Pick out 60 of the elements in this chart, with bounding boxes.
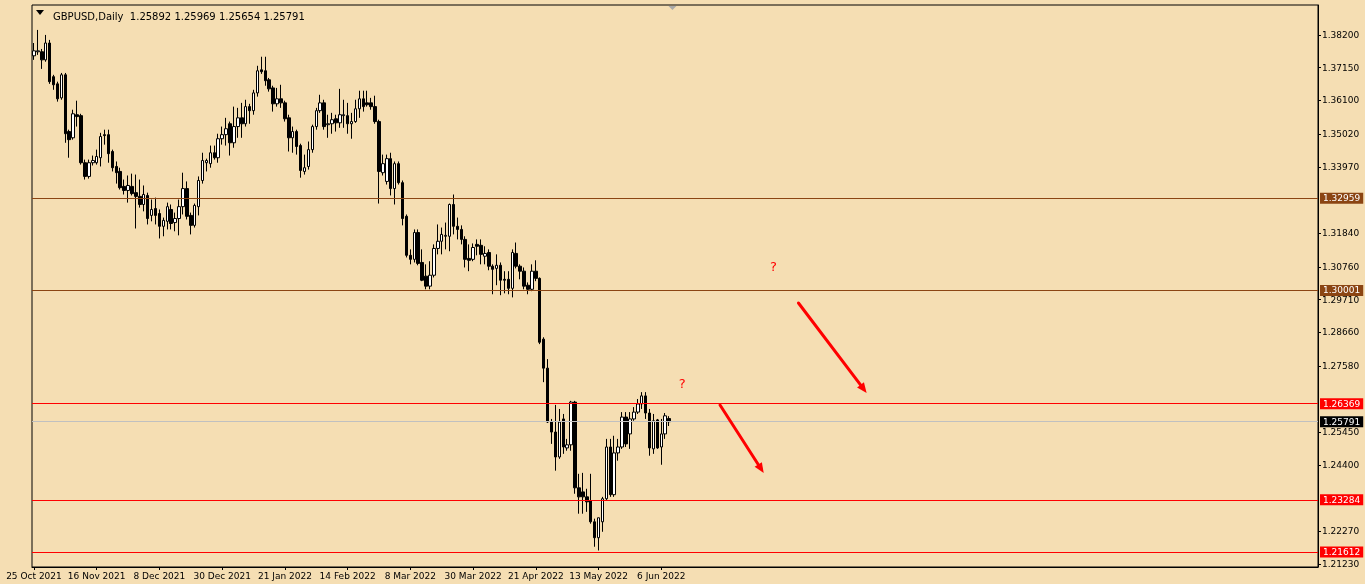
ref-line-label: 1.23284 [1323,494,1361,505]
candlestick [440,227,443,255]
text: GBPUSD,Daily 1.25892 1.25969 1.25654 1.25791 [53,10,305,22]
candlestick [413,228,416,263]
candlestick [99,132,102,167]
x-tick-label: 30 Dec 2021 [193,570,251,581]
candlestick [338,88,342,129]
y-tick-label: 1.30760 [1322,261,1360,272]
x-tick-label: 30 Mar 2022 [444,570,502,581]
candlestick [275,87,279,108]
x-tick-label: 14 Feb 2022 [319,570,376,581]
y-tick-label: 1.37150 [1322,62,1360,73]
candlestick [652,413,655,455]
candlestick [554,404,557,472]
y-tick-label: 1.25450 [1322,427,1360,438]
y-tick-label: 1.28660 [1322,327,1360,338]
candlestick [562,413,565,455]
x-tick-label: 8 Mar 2022 [384,570,437,581]
candlestick [126,175,130,204]
x-tick-label: 16 Nov 2021 [67,570,126,581]
candlestick [87,159,91,180]
x-tick-label: 8 Dec 2021 [133,570,186,581]
y-tick-label: 1.21230 [1322,558,1360,569]
x-tick-label: 21 Apr 2022 [507,570,564,581]
candlestick [209,145,212,169]
x-tick-label: 21 Jan 2022 [257,570,312,581]
candlestick [530,263,534,292]
ref-line-label: 1.32959 [1323,193,1361,204]
x-tick-label: 13 May 2022 [569,570,628,581]
y-tick-label: 1.29710 [1322,294,1360,305]
candlestick [624,411,628,448]
ref-line-label: 1.26369 [1323,398,1361,409]
y-tick-label: 1.24400 [1322,460,1360,471]
y-tick-label: 1.38200 [1322,29,1360,40]
y-tick-label: 1.35020 [1322,129,1360,140]
y-tick-label: 1.31840 [1322,228,1360,239]
candlestick [609,438,612,498]
candlestick [628,411,632,450]
candlestick [612,435,616,498]
candlestick [358,90,361,119]
candlestick [346,102,349,135]
ref-line-label: 1.30001 [1323,285,1361,296]
annotation: ? [770,259,777,274]
y-tick-label: 1.36100 [1322,95,1360,106]
candlestick [522,266,526,290]
candlestick [581,472,585,515]
ref-line-label: 1.25791 [1323,416,1361,427]
candlestick [169,203,173,230]
x-tick-label: 6 Jun 2022 [637,570,686,581]
ref-line-label: 1.21612 [1323,546,1361,557]
y-tick-label: 1.22270 [1322,526,1360,537]
y-tick-label: 1.27580 [1322,360,1360,371]
x-tick-label: 25 Oct 2021 [6,570,62,581]
annotation: ? [678,376,686,391]
candlestick [240,102,244,139]
candlestick [479,238,483,265]
candlestick [134,174,138,229]
candlestick [365,90,369,108]
y-tick-label: 1.33970 [1322,161,1360,172]
candlestick [330,112,334,135]
